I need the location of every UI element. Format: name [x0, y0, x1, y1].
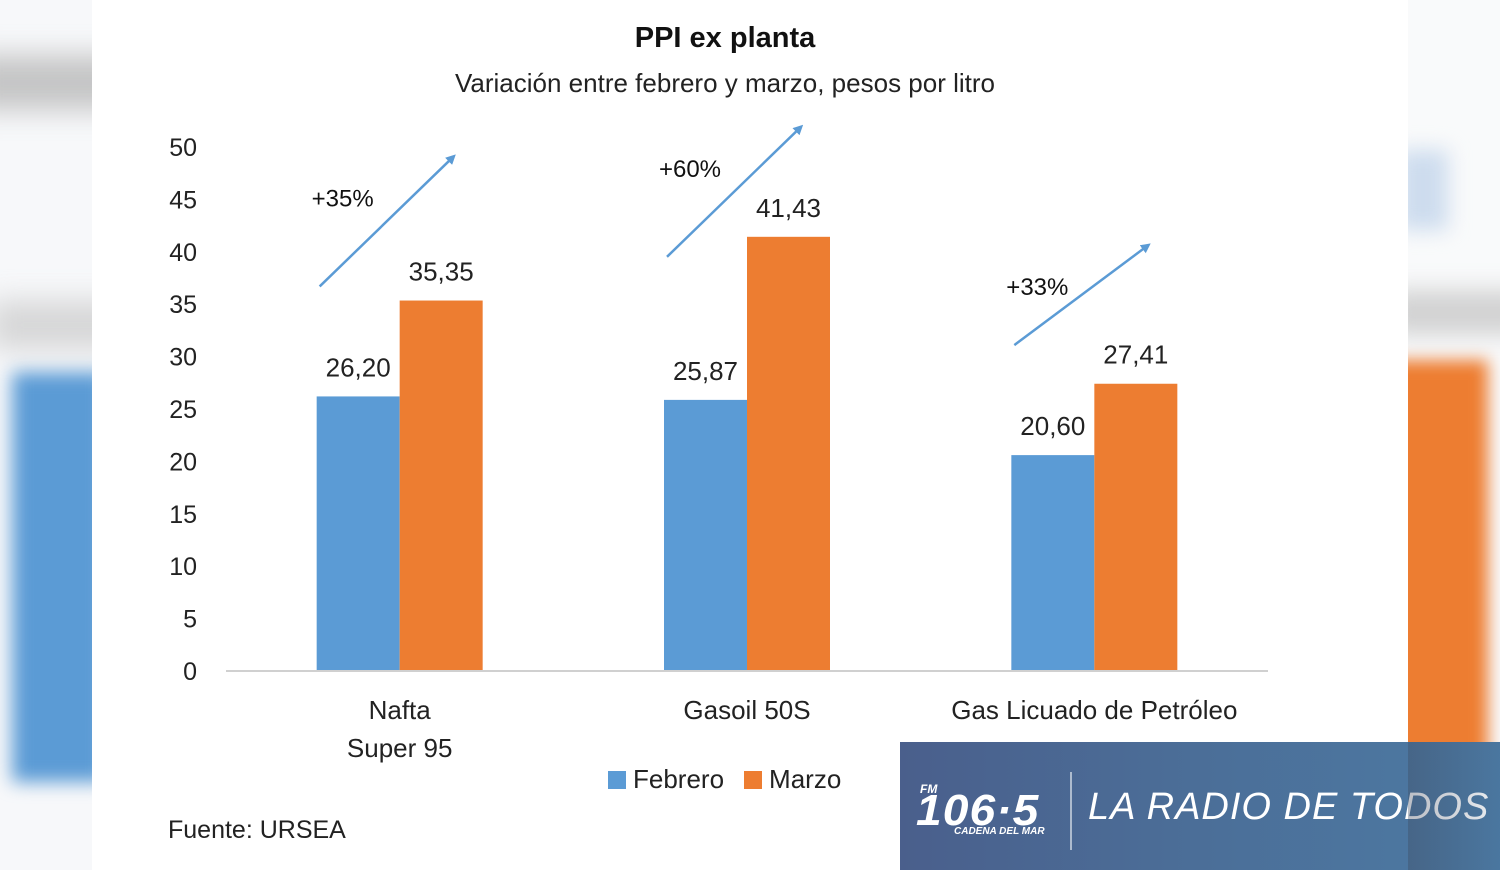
bar-febrero: [1011, 455, 1095, 671]
y-tick-label: 10: [169, 553, 197, 581]
x-tick-label: Gas Licuado de Petróleo: [951, 695, 1237, 725]
chart-subtitle: Variación entre febrero y marzo, pesos p…: [455, 68, 995, 98]
x-tick-label: Gasoil 50S: [683, 695, 810, 725]
data-label: 35,35: [409, 257, 474, 287]
legend-item-febrero: Febrero: [608, 764, 724, 795]
banner-shade: [1408, 742, 1500, 870]
legend-swatch-febrero: [608, 770, 626, 789]
source-note: Fuente: URSEA: [168, 816, 346, 844]
bar-marzo: [1094, 383, 1178, 671]
logo-station-name: CADENA DEL MAR: [954, 826, 1045, 837]
x-tick-label: Nafta: [369, 695, 432, 725]
growth-arrow-icon: [1013, 243, 1151, 347]
legend: Febrero Marzo: [608, 764, 861, 795]
blurred-background-left: [0, 0, 92, 870]
data-label: 25,87: [673, 356, 738, 386]
growth-arrow-icon: [666, 124, 804, 258]
x-tick-label: Super 95: [347, 733, 453, 763]
blurred-shape: [0, 300, 92, 350]
legend-swatch-marzo: [744, 770, 763, 789]
chart-title: PPI ex planta: [634, 22, 816, 54]
blurred-shape: [0, 55, 92, 110]
data-label: 20,60: [1020, 411, 1085, 441]
banner-divider: [1070, 772, 1072, 850]
y-tick-label: 5: [183, 606, 197, 634]
data-label: 27,41: [1103, 340, 1168, 370]
logo-frequency: 106·5: [916, 786, 1040, 835]
blurred-shape: [1408, 290, 1500, 335]
y-tick-label: 35: [169, 291, 197, 319]
station-logo: FM 106·5 CADENA DEL MAR: [916, 782, 1056, 842]
banner-slogan: LA RADIO DE TODOS: [1088, 786, 1490, 828]
y-tick-label: 30: [169, 344, 197, 372]
growth-percent-label: +60%: [659, 156, 721, 183]
y-tick-label: 0: [183, 658, 197, 686]
legend-label-marzo: Marzo: [769, 764, 842, 794]
bar-febrero: [664, 399, 747, 671]
data-label: 26,20: [326, 352, 391, 382]
growth-percent-label: +33%: [1006, 274, 1068, 301]
bar-marzo: [399, 300, 483, 671]
legend-item-marzo: Marzo: [744, 764, 841, 795]
bar-marzo: [747, 236, 830, 671]
y-tick-label: 45: [169, 186, 197, 214]
y-tick-label: 20: [169, 448, 197, 476]
growth-arrow-icon: [318, 154, 456, 288]
y-tick-label: 15: [169, 501, 197, 529]
blurred-shape: [1408, 150, 1448, 230]
blurred-bar: [12, 372, 92, 782]
growth-percent-label: +35%: [312, 185, 374, 212]
y-tick-label: 25: [169, 396, 197, 424]
legend-label-febrero: Febrero: [633, 764, 725, 794]
y-tick-label: 40: [169, 239, 197, 267]
bar-febrero: [316, 396, 400, 671]
data-label: 41,43: [756, 193, 821, 223]
logo-fm: FM: [920, 782, 938, 796]
radio-banner: FM 106·5 CADENA DEL MAR LA RADIO DE TODO…: [900, 742, 1500, 870]
y-tick-label: 50: [169, 134, 197, 162]
